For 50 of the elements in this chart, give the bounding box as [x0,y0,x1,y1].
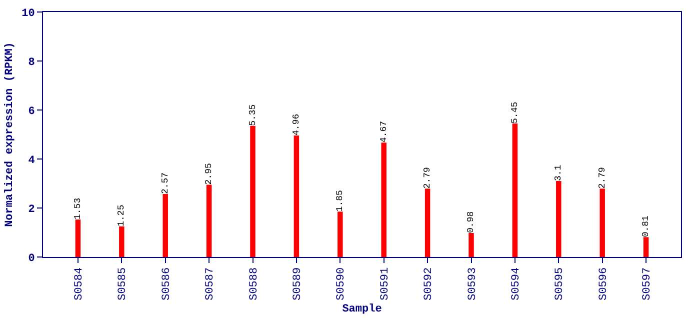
bar [338,212,343,257]
data-label: 0.98 [466,211,476,233]
x-tick-label: S0597 [642,267,654,300]
bar [643,237,649,257]
data-label: 2.79 [422,167,433,189]
x-tick-label: S0593 [466,267,479,300]
data-label: 2.57 [160,172,170,194]
x-tick-label: S0592 [423,267,436,300]
y-tick-label: 8 [28,56,36,69]
x-tick-label: S0590 [336,267,348,300]
bar [512,123,518,257]
data-label: 2.79 [597,167,608,189]
y-axis-title: Normalized expression (RPKM) [4,42,16,227]
data-label: 2.95 [204,163,214,185]
bar [600,188,605,257]
data-label: 1.25 [116,204,127,226]
x-tick-label: S0596 [598,267,610,300]
x-tick-label: S0586 [160,267,173,300]
y-tick-label: 2 [28,204,35,216]
y-tick-label: 0 [28,252,35,265]
bar [381,142,386,257]
data-label: 4.67 [378,120,389,143]
data-label: 5.45 [510,102,520,124]
bar [294,135,300,257]
x-tick-label: S0587 [204,267,217,300]
data-label: 0.81 [641,216,652,238]
x-tick-label: S0595 [554,267,566,300]
data-label: 1.53 [72,198,83,220]
bar [424,188,430,257]
bar [119,226,124,257]
data-label: 5.35 [248,104,258,126]
bar [162,194,168,257]
data-label: 3.1 [554,164,564,182]
bar [468,232,474,257]
x-tick-label: S0591 [379,267,392,300]
data-label: 1.85 [335,190,346,212]
x-tick-label: S0585 [117,267,130,300]
bar [556,181,562,257]
x-tick-label: S0588 [248,267,260,300]
data-label: 4.96 [291,114,302,136]
bar [75,220,81,257]
x-tick-label: S0589 [292,267,304,300]
bar [250,126,256,257]
y-tick-label: 4 [28,154,36,167]
y-tick-label: 6 [28,106,35,118]
x-tick-label: S0584 [74,267,86,300]
x-tick-label: S0594 [510,267,523,300]
x-axis-title: Sample [342,304,382,316]
y-tick-label: 10 [22,8,35,20]
bar [206,184,212,257]
